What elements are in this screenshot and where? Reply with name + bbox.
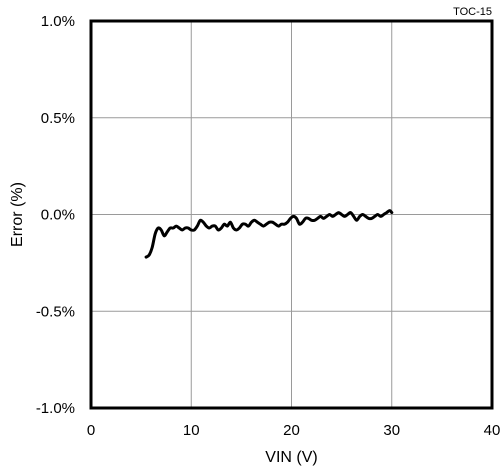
y-tick-labels: 1.0% 0.5% 0.0% -0.5% -1.0% bbox=[36, 13, 75, 417]
x-tick-labels: 0 10 20 30 40 bbox=[87, 422, 501, 439]
x-tick-label: 40 bbox=[484, 422, 501, 439]
y-axis-label: Error (%) bbox=[9, 182, 26, 247]
y-tick-label: -0.5% bbox=[36, 303, 75, 320]
chart-annotation: TOC-15 bbox=[453, 6, 492, 18]
series-layer bbox=[144, 209, 394, 259]
grid bbox=[91, 21, 492, 408]
x-axis-label: VIN (V) bbox=[265, 449, 317, 466]
y-tick-label: 0.0% bbox=[41, 207, 75, 224]
y-tick-label: 0.5% bbox=[41, 110, 75, 127]
y-tick-label: 1.0% bbox=[41, 13, 75, 30]
x-tick-label: 0 bbox=[87, 422, 95, 439]
x-tick-label: 20 bbox=[283, 422, 300, 439]
x-tick-label: 30 bbox=[383, 422, 400, 439]
x-tick-label: 10 bbox=[183, 422, 200, 439]
series-line bbox=[144, 209, 394, 259]
y-tick-label: -1.0% bbox=[36, 400, 75, 417]
plot-frame bbox=[89, 19, 494, 410]
